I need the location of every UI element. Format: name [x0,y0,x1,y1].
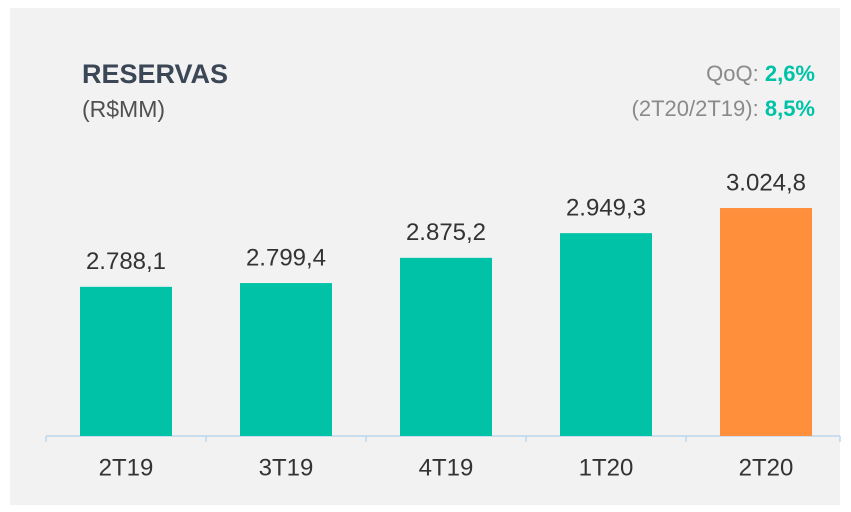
annotation: (2T20/2T19): 8,5% [632,96,815,121]
chart-title: RESERVAS [82,59,228,89]
bar [720,208,812,436]
bar [400,257,492,436]
x-tick-label: 2T20 [739,454,794,481]
value-label: 2.799,4 [246,244,326,271]
x-tick-label: 3T19 [259,454,314,481]
bar [80,286,172,436]
x-tick-label: 1T20 [579,454,634,481]
x-tick-label: 4T19 [419,454,474,481]
value-label: 3.024,8 [726,169,806,196]
x-tick-label: 2T19 [99,454,154,481]
chart-subtitle: (R$MM) [82,96,165,122]
value-label: 2.949,3 [566,195,646,222]
bar [560,233,652,436]
annotation-label: (2T20/2T19): [632,96,759,121]
annotation-label: QoQ: [706,61,759,86]
bar [240,283,332,436]
annotation-value: 8,5% [765,96,815,121]
value-label: 2.788,1 [86,248,166,275]
annotation-value: 2,6% [765,61,815,86]
annotation: QoQ: 2,6% [706,61,815,86]
value-label: 2.875,2 [406,219,486,246]
